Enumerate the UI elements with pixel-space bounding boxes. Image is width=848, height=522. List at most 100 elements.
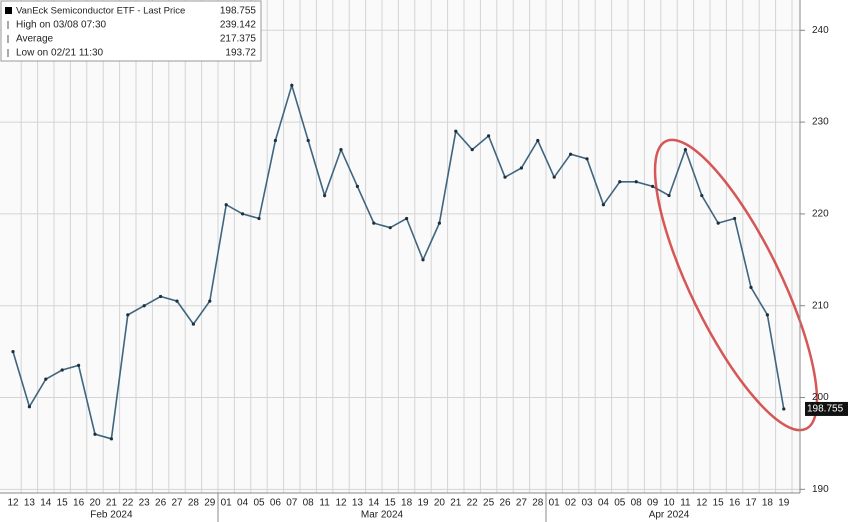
x-tick-label: 16 [73, 498, 85, 509]
y-tick-label: 190 [812, 484, 829, 495]
x-tick-label: 28 [188, 498, 200, 509]
price-point [733, 216, 737, 221]
price-point [273, 138, 277, 143]
price-point [224, 203, 228, 207]
price-point [667, 193, 671, 198]
x-tick-label: 28 [532, 498, 544, 509]
legend-swatch [5, 7, 12, 14]
x-tick-label: 06 [270, 498, 282, 509]
legend-label: High on 03/08 07:30 [16, 20, 107, 31]
price-point [208, 299, 212, 303]
x-tick-label: 11 [319, 498, 330, 509]
price-point [323, 193, 327, 198]
x-tick-label: 26 [155, 498, 167, 509]
x-tick-label: 15 [713, 498, 725, 509]
price-point [601, 203, 606, 207]
legend-label: Average [16, 34, 54, 45]
legend-title: VanEck Semiconductor ETF - Last Price [16, 6, 185, 17]
legend: VanEck Semiconductor ETF - Last Price 198… [0, 0, 262, 62]
price-point [470, 148, 474, 152]
price-point [11, 350, 15, 354]
legend-value: 217.375 [220, 34, 257, 45]
x-tick-label: 20 [89, 498, 101, 509]
x-tick-label: 23 [139, 498, 151, 509]
x-tick-label: 03 [581, 498, 593, 509]
month-label: Feb 2024 [90, 510, 133, 521]
price-point [355, 184, 359, 188]
x-tick-label: 15 [385, 498, 397, 509]
grid [0, 0, 800, 493]
x-tick-label: 21 [450, 498, 462, 509]
x-tick-label: 22 [122, 498, 134, 509]
x-tick-label: 27 [171, 498, 183, 509]
legend-box [0, 0, 262, 62]
price-point [405, 216, 409, 221]
legend-label: Low on 02/21 11:30 [16, 48, 104, 59]
price-point [454, 129, 458, 133]
price-point [306, 138, 310, 143]
price-point [585, 157, 589, 161]
price-point [241, 212, 245, 216]
price-point [142, 304, 146, 308]
x-tick-label: 13 [352, 498, 364, 509]
y-tick-label: 240 [812, 25, 829, 36]
y-tick-label: 230 [812, 117, 829, 128]
price-point [109, 437, 113, 441]
x-tick-label: 05 [253, 498, 265, 509]
x-tick-label: 04 [237, 498, 249, 509]
x-tick-label: 19 [778, 498, 790, 509]
price-point [618, 180, 622, 184]
price-point [503, 175, 507, 179]
x-tick-label: 12 [7, 498, 19, 509]
x-tick-label: 07 [286, 498, 298, 509]
price-point [257, 216, 261, 221]
price-point [552, 175, 556, 179]
price-point [487, 134, 491, 138]
price-point [126, 313, 130, 317]
month-label: Mar 2024 [361, 510, 404, 521]
price-point [782, 407, 786, 411]
x-tick-label: 09 [647, 498, 659, 509]
x-tick-label: 04 [598, 498, 610, 509]
month-label: Apr 2024 [649, 510, 690, 521]
x-tick-label: 13 [24, 498, 36, 509]
x-tick-label: 08 [631, 498, 643, 509]
price-point [749, 285, 753, 289]
price-point [290, 83, 294, 87]
x-tick-label: 21 [106, 498, 118, 509]
price-point [569, 152, 573, 156]
x-tick-label: 17 [745, 498, 757, 509]
x-tick-label: 26 [499, 498, 511, 509]
x-tick-label: 01 [549, 498, 561, 509]
x-tick-label: 18 [762, 498, 774, 509]
price-point [60, 368, 64, 372]
legend-value: 193.72 [225, 48, 256, 59]
x-tick-label: 20 [434, 498, 446, 509]
x-tick-label: 12 [696, 498, 708, 509]
y-tick-label: 220 [812, 209, 829, 220]
price-point [175, 299, 179, 303]
legend-value: 198.755 [220, 6, 257, 17]
x-tick-label: 15 [57, 498, 69, 509]
x-tick-label: 12 [335, 498, 347, 509]
y-tick-label: 200 [812, 392, 829, 403]
x-tick-label: 10 [663, 498, 675, 509]
price-point [421, 258, 425, 262]
price-point [388, 226, 392, 230]
x-tick-label: 22 [467, 498, 479, 509]
legend-value: 239.142 [220, 20, 257, 31]
x-tick-label: 14 [368, 498, 380, 509]
price-point [683, 148, 688, 152]
x-tick-label: 02 [565, 498, 577, 509]
highlight-ellipse [653, 138, 819, 432]
x-tick-label: 27 [516, 498, 528, 509]
price-point [700, 193, 704, 198]
x-tick-label: 18 [401, 498, 413, 509]
last-price-label: 198.755 [807, 404, 844, 415]
price-point [44, 377, 48, 381]
price-point [372, 221, 376, 225]
price-point [651, 184, 655, 188]
x-tick-label: 08 [303, 498, 315, 509]
